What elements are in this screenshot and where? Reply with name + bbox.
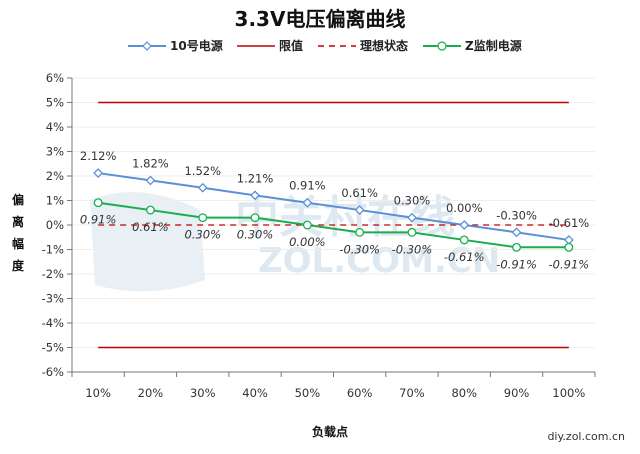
x-axis-title: 负载点 — [312, 424, 348, 439]
y-tick-label: 0% — [46, 218, 64, 232]
legend-label: Z监制电源 — [465, 38, 522, 53]
data-point — [302, 197, 313, 208]
x-tick-label: 40% — [242, 386, 268, 400]
x-tick-label: 20% — [138, 386, 164, 400]
data-point — [145, 175, 156, 186]
data-point — [145, 205, 155, 215]
x-tick-label: 90% — [504, 386, 530, 400]
data-point — [93, 198, 103, 208]
y-tick-label: 1% — [46, 194, 64, 208]
data-point — [564, 242, 574, 252]
data-point — [407, 212, 417, 223]
source-credit: diy.zol.com.cn — [547, 430, 625, 443]
data-label: 0.30% — [184, 228, 221, 242]
x-tick-label: 60% — [347, 386, 373, 400]
data-point — [198, 213, 208, 223]
data-point — [197, 182, 208, 193]
x-tick-label: 30% — [190, 386, 216, 400]
y-axis-title-char: 离 — [12, 214, 24, 229]
y-tick-label: -3% — [42, 292, 64, 306]
y-tick-label: -2% — [42, 267, 64, 281]
y-tick-label: -6% — [42, 365, 64, 379]
data-label: -0.61% — [444, 250, 485, 264]
data-label: -0.30% — [339, 242, 380, 256]
y-tick-label: -4% — [42, 316, 64, 330]
data-label: 1.82% — [132, 156, 169, 170]
data-point — [355, 227, 365, 237]
y-tick-label: 3% — [46, 145, 64, 159]
legend-label: 理想状态 — [360, 38, 408, 53]
data-label: 2.12% — [80, 149, 117, 163]
data-label: 0.30% — [394, 194, 431, 208]
y-tick-label: 2% — [46, 169, 64, 183]
diamond-marker-icon — [142, 41, 152, 51]
x-tick-label: 80% — [451, 386, 477, 400]
data-label: -0.91% — [496, 257, 537, 271]
data-label: 1.21% — [237, 171, 274, 185]
data-label: -0.61% — [549, 216, 590, 230]
data-point — [563, 235, 574, 245]
x-tick-label: 100% — [552, 386, 585, 400]
x-tick-label: 70% — [399, 386, 425, 400]
x-tick-label: 10% — [85, 386, 111, 400]
data-point — [250, 190, 260, 201]
y-axis-title-char: 度 — [12, 258, 25, 273]
y-tick-label: 5% — [46, 96, 64, 110]
series-line-Z监制电源 — [98, 201, 569, 249]
y-tick-label: -5% — [42, 341, 64, 355]
legend: 10号电源 限值 理想状态 Z监制电源 — [128, 38, 522, 53]
legend-item-10号电源: 10号电源 — [128, 38, 223, 53]
data-label: -0.30% — [392, 242, 433, 256]
data-label: 0.91% — [289, 179, 326, 193]
x-axis-ticks: 10% 20% 30% 40% 50% 60% 70% 80% 90% 100% — [71, 372, 596, 400]
y-axis-title-char: 幅 — [12, 236, 24, 251]
data-point — [459, 235, 469, 245]
data-label: 0.91% — [80, 213, 117, 227]
data-point — [93, 168, 104, 178]
data-point — [511, 227, 522, 238]
data-point — [512, 242, 521, 252]
chart-title: 3.3V电压偏离曲线 — [235, 7, 406, 31]
y-tick-label: 4% — [46, 120, 64, 134]
legend-label: 限值 — [279, 38, 303, 53]
data-label: 0.61% — [341, 186, 378, 200]
data-label: -0.91% — [549, 257, 590, 271]
data-point — [250, 213, 260, 223]
y-tick-label: 6% — [46, 71, 64, 85]
legend-label: 10号电源 — [170, 38, 223, 53]
data-label: -0.30% — [496, 208, 537, 222]
data-point — [354, 205, 365, 215]
data-labels: 2.12% 1.82% 1.52% 1.21% 0.91% 0.61% 0.30% 0.00%… — [80, 149, 589, 271]
x-tick-label: 50% — [295, 386, 321, 400]
legend-item-限值: 限值 — [237, 38, 303, 53]
data-label: 0.00% — [446, 201, 483, 215]
data-point — [407, 227, 417, 237]
data-label: 0.61% — [132, 220, 169, 234]
y-axis-ticks: 6% 5% 4% 3% 2% 1% 0% -1% -2% -3% -4% -5% -6% — [42, 71, 72, 379]
data-point — [459, 220, 470, 230]
data-label: 0.00% — [289, 235, 326, 249]
data-label: 0.30% — [237, 228, 274, 242]
data-label: 1.52% — [184, 164, 221, 178]
y-axis-title-char: 偏 — [12, 192, 24, 207]
legend-item-Z监制电源: Z监制电源 — [423, 38, 522, 53]
circle-marker-icon — [437, 41, 447, 51]
series-line-10号电源 — [98, 172, 569, 241]
y-axis-title: 偏 离 幅 度 — [12, 192, 25, 273]
data-point — [302, 220, 312, 230]
legend-item-理想状态: 理想状态 — [318, 38, 408, 53]
series-lines — [93, 101, 574, 349]
y-tick-label: -1% — [42, 243, 64, 257]
